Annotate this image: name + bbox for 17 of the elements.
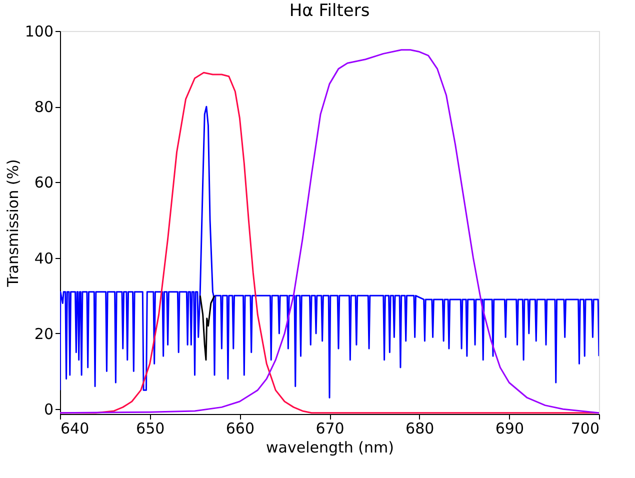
x-tick-label: 680 xyxy=(406,420,434,438)
x-tick-label: 700 xyxy=(570,420,600,438)
y-axis-title: Transmission (%) xyxy=(4,159,22,288)
x-tick-label: 660 xyxy=(226,420,254,438)
line-series xyxy=(199,294,216,361)
x-tick-label: 690 xyxy=(495,420,524,438)
chart-title: Hα Filters xyxy=(289,1,370,21)
y-tick-label: 80 xyxy=(34,98,54,116)
x-tick-label: 670 xyxy=(316,420,344,438)
y-tick-label: 40 xyxy=(34,249,54,268)
x-tick-label: 640 xyxy=(60,420,90,438)
y-tick-label: 20 xyxy=(34,324,54,343)
x-tick-label: 650 xyxy=(136,420,165,438)
y-tick-label: 0 xyxy=(44,400,54,419)
x-axis-title: wavelength (nm) xyxy=(266,438,394,456)
y-tick-label: 60 xyxy=(34,174,54,192)
y-tick-label: 100 xyxy=(24,22,54,40)
